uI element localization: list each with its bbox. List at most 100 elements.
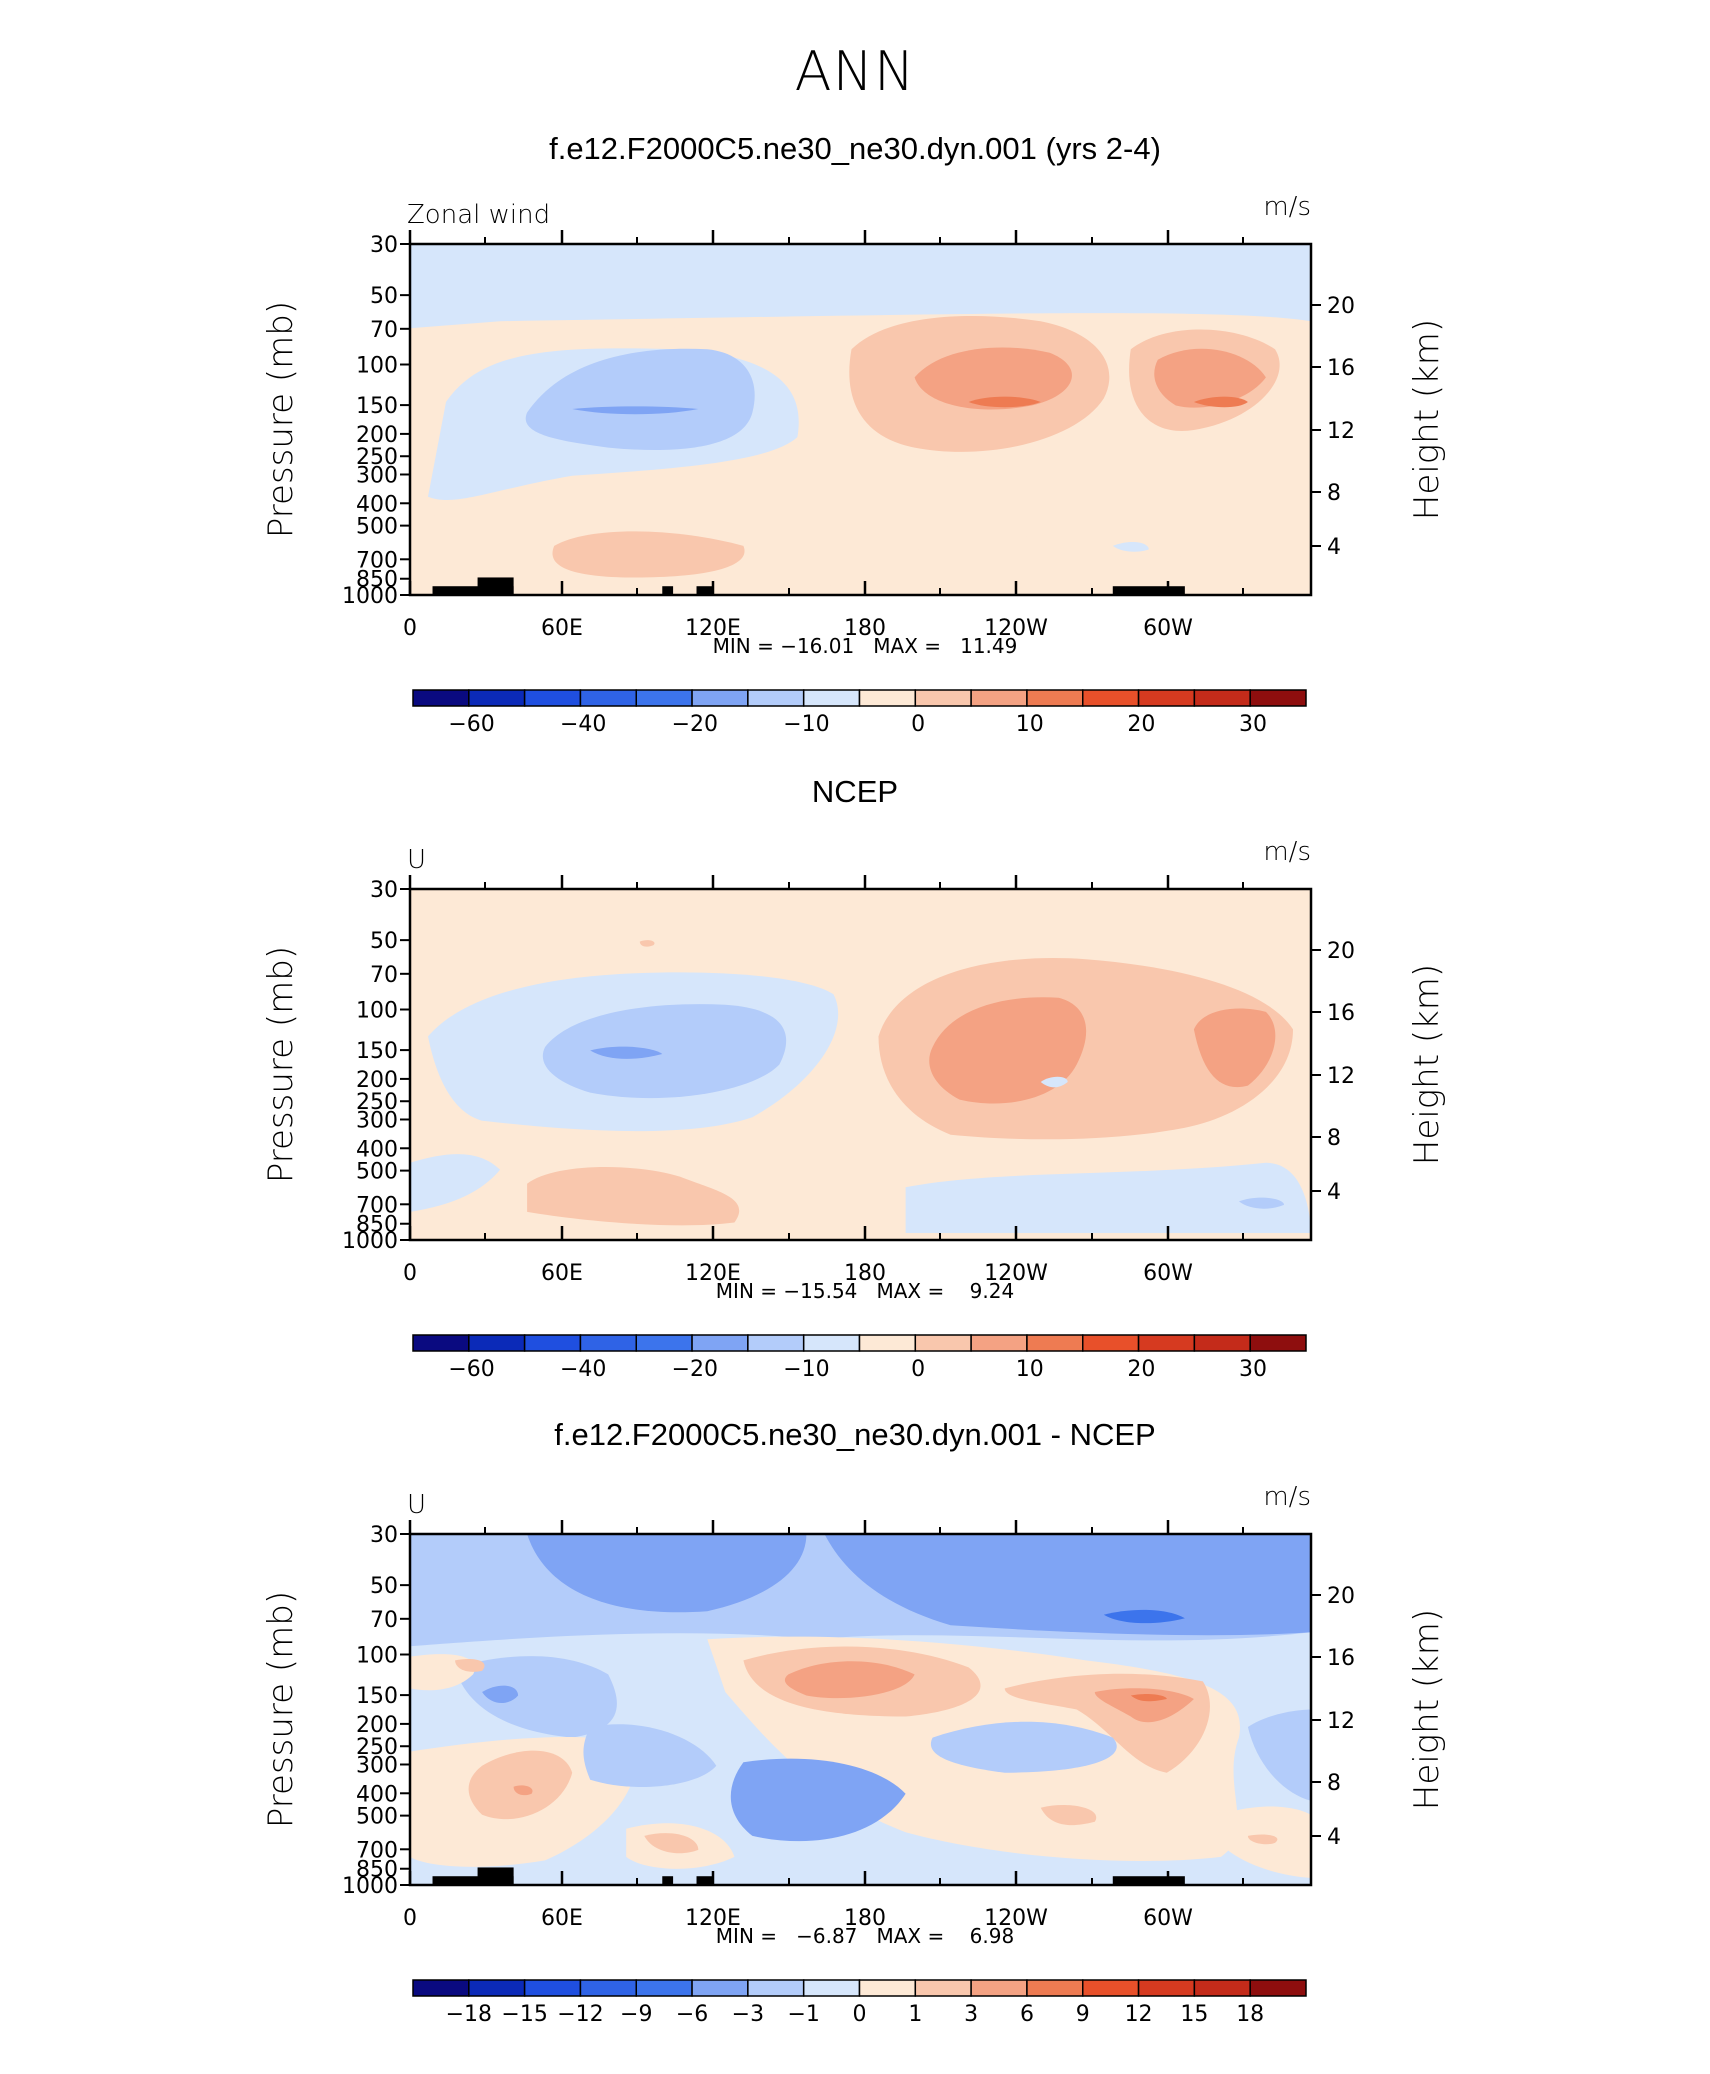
pressure-tick-label: 250 bbox=[356, 1090, 398, 1115]
colorbar-cell bbox=[1249, 689, 1307, 707]
contour-region-9 bbox=[1094, 1688, 1194, 1723]
colorbar-cell bbox=[1026, 689, 1084, 707]
colorbar-cell bbox=[579, 689, 637, 707]
colorbar-cell bbox=[914, 1334, 972, 1352]
colorbar-cell bbox=[1082, 1979, 1140, 1997]
contour-region-19 bbox=[513, 1785, 533, 1796]
colorbar-label: 0 bbox=[853, 2002, 867, 2027]
colorbar-label: −60 bbox=[448, 1357, 494, 1382]
contour-field bbox=[410, 889, 1311, 1240]
pressure-tick-label: 200 bbox=[356, 423, 398, 448]
pressure-tick-label: 250 bbox=[356, 1735, 398, 1760]
colorbar-cell bbox=[802, 689, 861, 707]
pressure-tick-label: 700 bbox=[356, 1838, 398, 1863]
field-label: U bbox=[407, 845, 426, 875]
contour-region-4 bbox=[525, 348, 755, 451]
pressure-tick-label: 1000 bbox=[342, 1229, 398, 1254]
colorbar-label: −6 bbox=[676, 2002, 708, 2027]
colorbar-cell bbox=[1137, 689, 1196, 707]
topography-block-4 bbox=[696, 1876, 713, 1885]
pressure-tick-label: 150 bbox=[356, 394, 398, 419]
contour-region-9 bbox=[527, 1167, 740, 1226]
pressure-tick-label: 850 bbox=[356, 1858, 398, 1883]
lon-tick-label: 120W bbox=[984, 616, 1048, 641]
contour-region-20 bbox=[583, 1724, 717, 1787]
colorbar-cell bbox=[802, 1334, 861, 1352]
pressure-tick-label: 1000 bbox=[342, 584, 398, 609]
pressure-tick-label: 200 bbox=[356, 1713, 398, 1738]
colorbar-cell bbox=[523, 1334, 582, 1352]
colorbar-cell bbox=[858, 1979, 917, 1997]
height-tick-label: 20 bbox=[1327, 939, 1355, 964]
pressure-tick-label: 300 bbox=[356, 463, 398, 488]
panel-1: 3050701001502002503004005007008501000201… bbox=[261, 192, 1447, 737]
colorbar-cell bbox=[579, 1334, 637, 1352]
colorbar-cell bbox=[802, 1979, 861, 1997]
pressure-tick-label: 500 bbox=[356, 515, 398, 540]
contour-region-11 bbox=[930, 1721, 1117, 1773]
height-tick-label: 4 bbox=[1327, 1180, 1341, 1205]
colorbar-cell bbox=[1137, 1334, 1196, 1352]
colorbar-cell bbox=[691, 1979, 749, 1997]
contour-region-18 bbox=[468, 1750, 573, 1820]
pressure-tick-label: 250 bbox=[356, 445, 398, 470]
pressure-tick-label: 400 bbox=[356, 1782, 398, 1807]
plot-frame bbox=[408, 242, 1313, 597]
contour-region-5 bbox=[572, 406, 699, 415]
contour-region-13 bbox=[455, 1656, 617, 1738]
panel-3-title: f.e12.F2000C5.ne30_ne30.dyn.001 - NCEP bbox=[554, 1417, 1156, 1452]
colorbar-label: −9 bbox=[620, 2002, 652, 2027]
topography-block-2 bbox=[477, 1867, 514, 1885]
colorbar-cell bbox=[635, 689, 693, 707]
lon-tick-label: 60W bbox=[1143, 1261, 1193, 1286]
pressure-tick-label: 200 bbox=[356, 1068, 398, 1093]
colorbar-cell bbox=[691, 1334, 749, 1352]
colorbar-cell bbox=[412, 1334, 470, 1352]
colorbar-label: 20 bbox=[1127, 712, 1155, 737]
colorbar-label: 30 bbox=[1239, 712, 1267, 737]
colorbar: −60 −40 −20 −10 0 10 20 30 bbox=[412, 689, 1307, 737]
colorbar-cell bbox=[858, 689, 917, 707]
colorbar-cell bbox=[523, 689, 582, 707]
colorbar-label: −3 bbox=[732, 2002, 764, 2027]
height-tick-label: 16 bbox=[1327, 1646, 1355, 1671]
lon-tick-label: 60E bbox=[541, 1906, 583, 1931]
contour-region-9 bbox=[968, 396, 1041, 408]
pressure-tick-label: 500 bbox=[356, 1805, 398, 1830]
y-axis-right-label: Height (km) bbox=[1407, 964, 1447, 1165]
height-tick-label: 12 bbox=[1327, 419, 1355, 444]
pressure-tick-label: 850 bbox=[356, 568, 398, 593]
topography-block-3 bbox=[662, 586, 674, 595]
units-label: m/s bbox=[1263, 1482, 1311, 1512]
colorbar-cell bbox=[1193, 689, 1251, 707]
contour-region-8 bbox=[1193, 1008, 1276, 1088]
colorbar-cell bbox=[1026, 1334, 1084, 1352]
pressure-tick-label: 100 bbox=[356, 354, 398, 379]
min-max-text: MIN = −15.54 MAX = 9.24 bbox=[716, 1279, 1014, 1303]
lon-tick-label: 60E bbox=[541, 1261, 583, 1286]
contour-region-4 bbox=[1103, 1609, 1185, 1624]
pressure-tick-label: 30 bbox=[370, 233, 398, 258]
colorbar-label: 10 bbox=[1016, 712, 1044, 737]
colorbar-label: 3 bbox=[964, 2002, 978, 2027]
contour-region-25 bbox=[1247, 1834, 1278, 1845]
contour-region-21 bbox=[730, 1758, 906, 1842]
contour-region-12 bbox=[1247, 1709, 1311, 1801]
colorbar-label: 30 bbox=[1239, 1357, 1267, 1382]
colorbar-cell bbox=[468, 1979, 526, 1997]
contour-region-10 bbox=[1130, 1694, 1167, 1702]
pressure-tick-label: 500 bbox=[356, 1160, 398, 1185]
lon-tick-label: 120W bbox=[984, 1261, 1048, 1286]
contour-region-11 bbox=[1154, 348, 1266, 408]
colorbar-label: −60 bbox=[448, 712, 494, 737]
pressure-tick-label: 700 bbox=[356, 1193, 398, 1218]
colorbar-label: 12 bbox=[1125, 2002, 1153, 2027]
colorbar-cell bbox=[1082, 1334, 1140, 1352]
lon-tick-label: 60E bbox=[541, 616, 583, 641]
pressure-tick-label: 70 bbox=[370, 1608, 398, 1633]
colorbar-cell bbox=[747, 1334, 805, 1352]
contour-region-12 bbox=[639, 940, 655, 947]
colorbar-label: 0 bbox=[911, 712, 925, 737]
colorbar-cell bbox=[579, 1979, 637, 1997]
